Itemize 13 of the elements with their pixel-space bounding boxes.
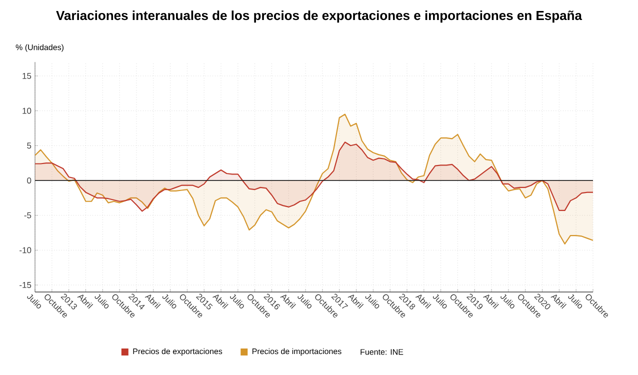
legend-label: Precios de importaciones — [252, 348, 342, 356]
y-tick-label: 10 — [22, 108, 32, 114]
y-tick-label: -15 — [20, 282, 32, 288]
y-tick-label: 15 — [22, 72, 32, 79]
x-tick-label: Abril — [212, 294, 228, 309]
chart-title: Variaciones interanuales de los precios de exportaciones e importaciones en España — [56, 10, 582, 23]
y-tick-label: 0 — [27, 177, 32, 184]
y-tick-label: -5 — [24, 212, 32, 218]
source-note: Fuente: INE — [360, 349, 404, 355]
legend-label: Precios de exportaciones — [133, 348, 222, 356]
y-axis-title: % (Unidades) — [16, 44, 64, 52]
y-tick-label: -10 — [20, 247, 32, 254]
y-tick-label: 5 — [27, 142, 32, 149]
